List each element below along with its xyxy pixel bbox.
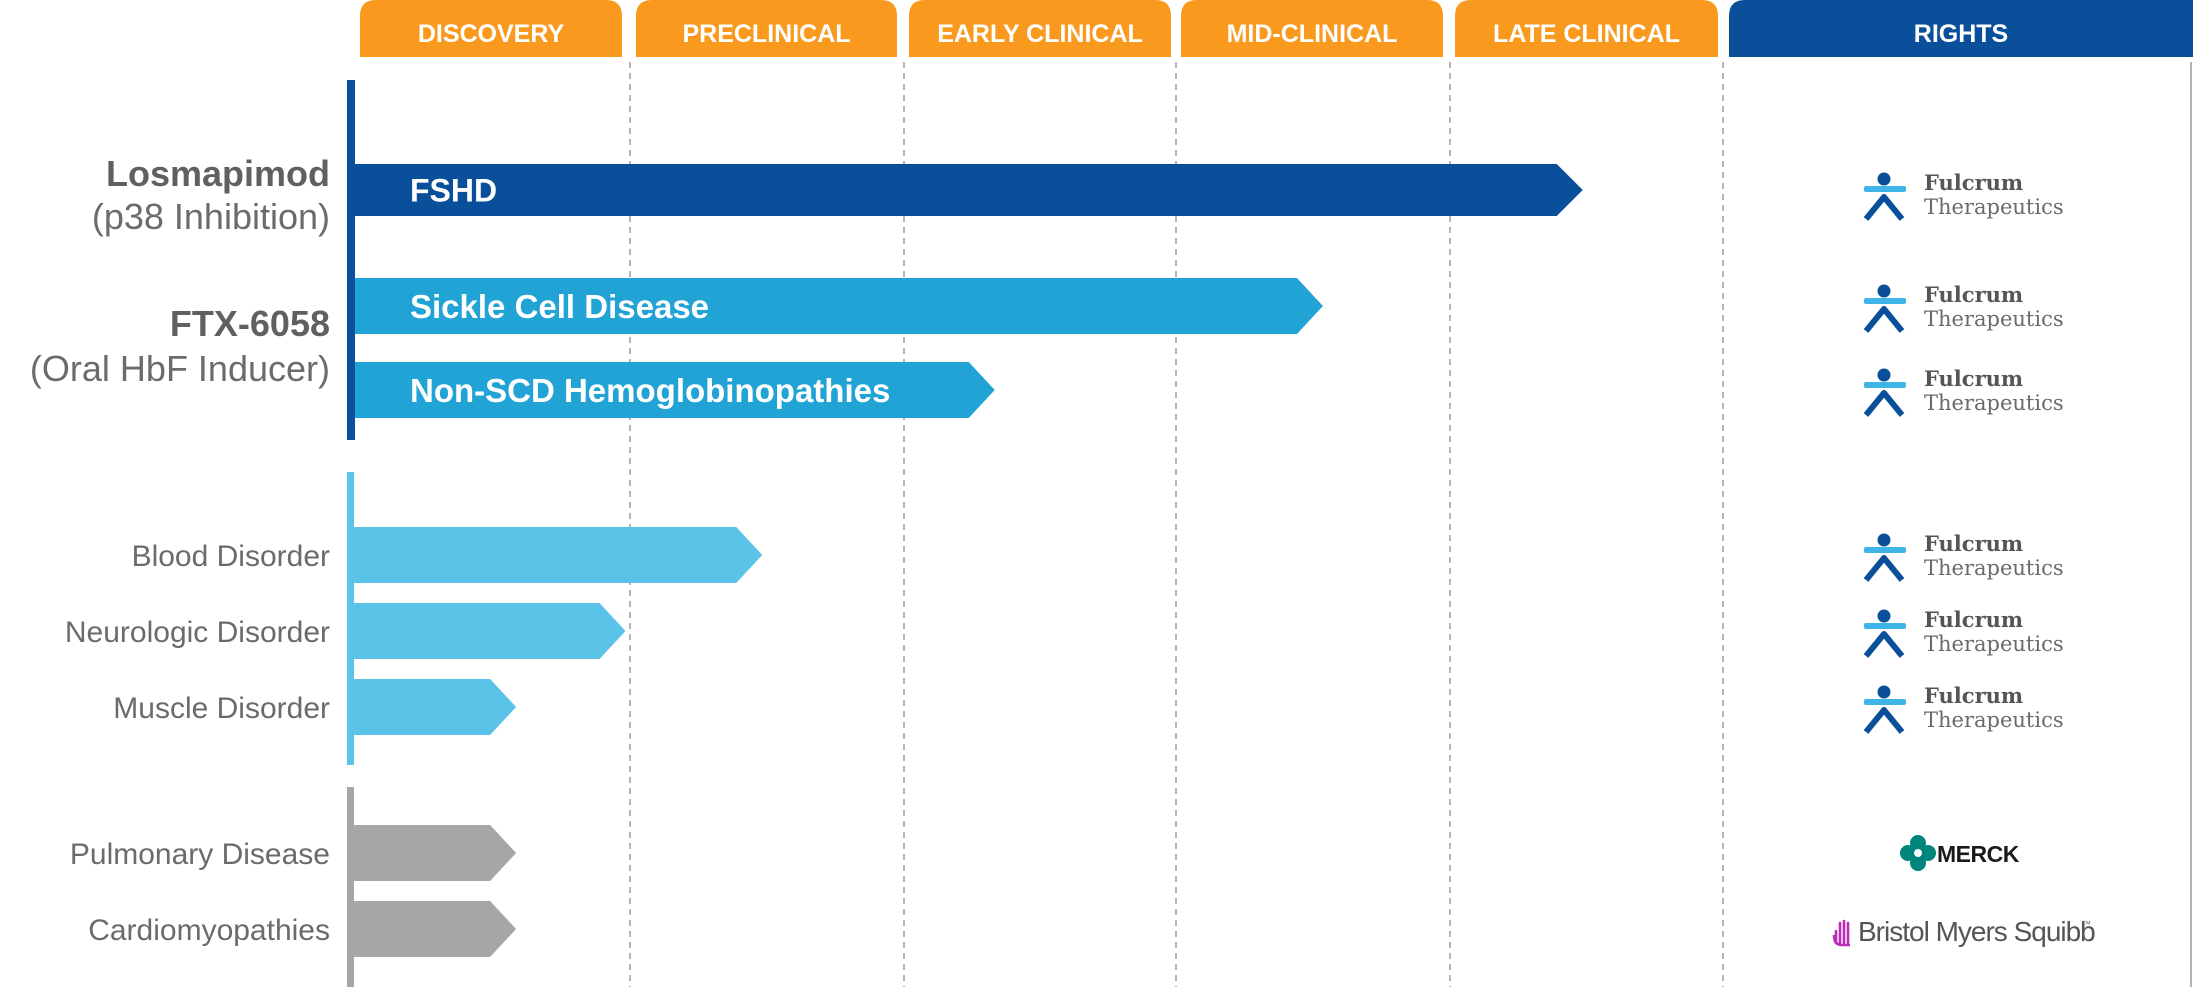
pipeline-bar — [355, 362, 995, 418]
bms-logo-name: Bristol Myers Squibb — [1858, 916, 2095, 947]
fulcrum-logo-name: Fulcrum — [1924, 366, 2023, 391]
pipeline-bar — [351, 527, 763, 583]
stage-header-tab — [1455, 0, 1718, 57]
stage-header-label: EARLY CLINICAL — [937, 20, 1143, 48]
group-subtitle: (Oral HbF Inducer) — [30, 348, 330, 389]
group-axis-bar — [347, 80, 355, 440]
fulcrum-legs-icon — [1863, 306, 1905, 333]
fulcrum-head-icon — [1877, 368, 1891, 382]
fulcrum-logo-sub: Therapeutics — [1924, 307, 2064, 331]
fulcrum-logo-name: Fulcrum — [1924, 683, 2023, 708]
merck-logo: MERCK — [1900, 835, 2020, 871]
pipeline-bar — [351, 825, 517, 881]
row-label: Blood Disorder — [132, 540, 330, 573]
fulcrum-beam-icon — [1864, 382, 1906, 388]
fulcrum-logo-sub: Therapeutics — [1924, 391, 2064, 415]
merck-dot-icon — [1910, 835, 1926, 851]
merck-logo-name: MERCK — [1937, 841, 2020, 867]
fulcrum-legs-icon — [1863, 707, 1905, 734]
bar-label: FSHD — [410, 173, 497, 209]
bms-palm-icon — [1832, 934, 1850, 947]
fulcrum-beam-icon — [1864, 186, 1906, 192]
fulcrum-logo-sub: Therapeutics — [1924, 632, 2064, 656]
stage-header-tab — [636, 0, 897, 57]
stage-header-label: PRECLINICAL — [682, 20, 850, 48]
pipeline-bar — [355, 164, 1583, 216]
bar-label: Non-SCD Hemoglobinopathies — [410, 372, 890, 409]
group-title: FTX-6058 — [170, 303, 330, 344]
merck-dot-icon — [1900, 845, 1916, 861]
fulcrum-head-icon — [1877, 609, 1891, 623]
rights-header-tab — [1729, 0, 2193, 57]
stage-header-tab — [360, 0, 622, 57]
fulcrum-legs-icon — [1863, 555, 1905, 582]
stage-header-tab — [1181, 0, 1443, 57]
fulcrum-beam-icon — [1864, 298, 1906, 304]
fulcrum-logo-name: Fulcrum — [1924, 531, 2023, 556]
fulcrum-beam-icon — [1864, 547, 1906, 553]
fulcrum-head-icon — [1877, 172, 1891, 186]
pipeline-bar — [351, 679, 517, 735]
stage-header-label: LATE CLINICAL — [1493, 20, 1680, 48]
stage-header-tab — [909, 0, 1171, 57]
merck-dot-icon — [1920, 845, 1936, 861]
merck-center-icon — [1914, 849, 1922, 857]
row-label: Neurologic Disorder — [65, 616, 330, 649]
row-label: Pulmonary Disease — [70, 838, 330, 871]
fulcrum-logo-sub: Therapeutics — [1924, 708, 2064, 732]
fulcrum-legs-icon — [1863, 194, 1905, 221]
fulcrum-logo-sub: Therapeutics — [1924, 556, 2064, 580]
fulcrum-legs-icon — [1863, 390, 1905, 417]
fulcrum-logo-sub: Therapeutics — [1924, 195, 2064, 219]
fulcrum-head-icon — [1877, 533, 1891, 547]
fulcrum-logo-name: Fulcrum — [1924, 282, 2023, 307]
row-label: Cardiomyopathies — [88, 914, 330, 947]
bms-logo-mark: ™ — [2082, 919, 2091, 929]
group-axis-bar — [347, 472, 354, 765]
rights-header-label: RIGHTS — [1914, 20, 2008, 48]
fulcrum-legs-icon — [1863, 631, 1905, 658]
row-label: Muscle Disorder — [113, 692, 330, 725]
group-axis-bar — [347, 787, 354, 987]
group-title: Losmapimod — [106, 153, 330, 194]
fulcrum-beam-icon — [1864, 699, 1906, 705]
fulcrum-head-icon — [1877, 685, 1891, 699]
merck-dot-icon — [1910, 855, 1926, 871]
pipeline-bar — [355, 278, 1323, 334]
fulcrum-head-icon — [1877, 284, 1891, 298]
pipeline-bar — [351, 603, 626, 659]
fulcrum-logo-name: Fulcrum — [1924, 170, 2023, 195]
stage-header-label: MID-CLINICAL — [1227, 20, 1398, 48]
pipeline-bar — [351, 901, 517, 957]
bar-label: Sickle Cell Disease — [410, 288, 709, 325]
fulcrum-beam-icon — [1864, 623, 1906, 629]
group-subtitle: (p38 Inhibition) — [92, 196, 330, 237]
fulcrum-logo-name: Fulcrum — [1924, 607, 2023, 632]
stage-header-label: DISCOVERY — [418, 20, 565, 48]
